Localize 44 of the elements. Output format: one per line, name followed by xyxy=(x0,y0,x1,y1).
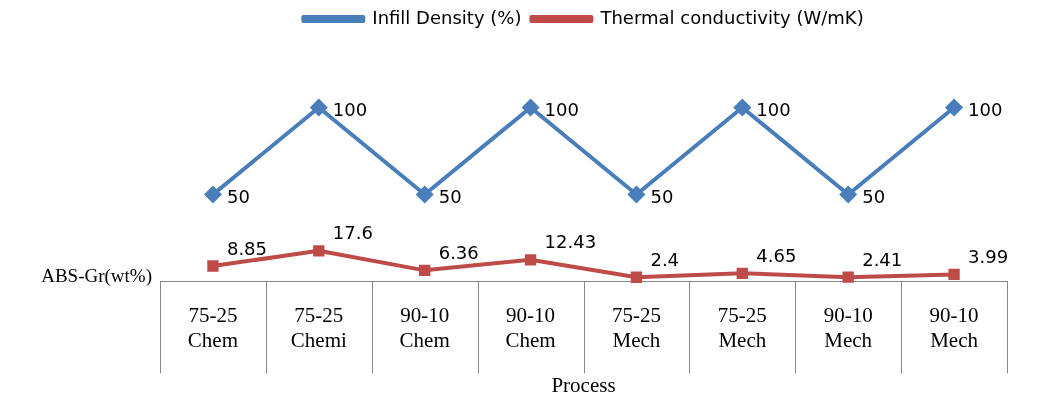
data-label: 6.36 xyxy=(438,242,479,264)
x-tick-label: 75-25 Mech xyxy=(717,302,767,352)
data-label: 100 xyxy=(968,99,1003,121)
point xyxy=(630,271,643,283)
point xyxy=(945,98,964,117)
legend-label: Thermal conductivity (W/mK) xyxy=(599,6,864,28)
data-label: 50 xyxy=(438,186,462,208)
data-label: 2.4 xyxy=(650,248,680,270)
point xyxy=(733,98,752,117)
point xyxy=(203,185,222,204)
point xyxy=(842,271,854,283)
data-label: 100 xyxy=(756,99,791,121)
text: ABS-Gr(wt%) xyxy=(41,265,152,288)
data-label: 100 xyxy=(544,99,579,121)
data-label: 8.85 xyxy=(226,237,268,259)
x-tick-label: 90-10 Mech xyxy=(929,302,979,352)
point xyxy=(736,267,748,279)
data-label: 50 xyxy=(650,186,674,208)
point xyxy=(313,245,325,257)
x-tick-label: 75-25 Chem xyxy=(187,302,239,352)
point xyxy=(309,98,328,117)
point xyxy=(839,185,858,204)
x-axis-title: Process xyxy=(551,372,616,397)
data-label: 17.6 xyxy=(332,222,373,244)
data-label: 4.65 xyxy=(756,244,797,266)
point xyxy=(948,268,960,281)
x-tick-label: 90-10 Chem xyxy=(505,302,556,352)
x-tick-label: 90-10 Mech xyxy=(823,302,873,352)
point xyxy=(207,260,219,272)
data-label: 100 xyxy=(332,99,368,121)
point xyxy=(627,185,646,204)
x-tick-label: 75-25 Chemi xyxy=(290,302,347,352)
data-label: 2.41 xyxy=(862,248,903,270)
legend-label: Infill Density (%) xyxy=(372,6,522,28)
data-label: 3.99 xyxy=(968,246,1009,268)
x-tick-label: 90-10 Chem xyxy=(399,302,450,352)
point xyxy=(419,264,431,276)
data-label: 50 xyxy=(862,186,886,208)
x-tick-label: 75-25 Mech xyxy=(611,302,661,352)
point xyxy=(524,254,537,266)
data-label: 50 xyxy=(226,186,250,208)
point xyxy=(521,98,540,117)
data-label: 12.43 xyxy=(544,231,597,253)
point xyxy=(415,185,434,204)
